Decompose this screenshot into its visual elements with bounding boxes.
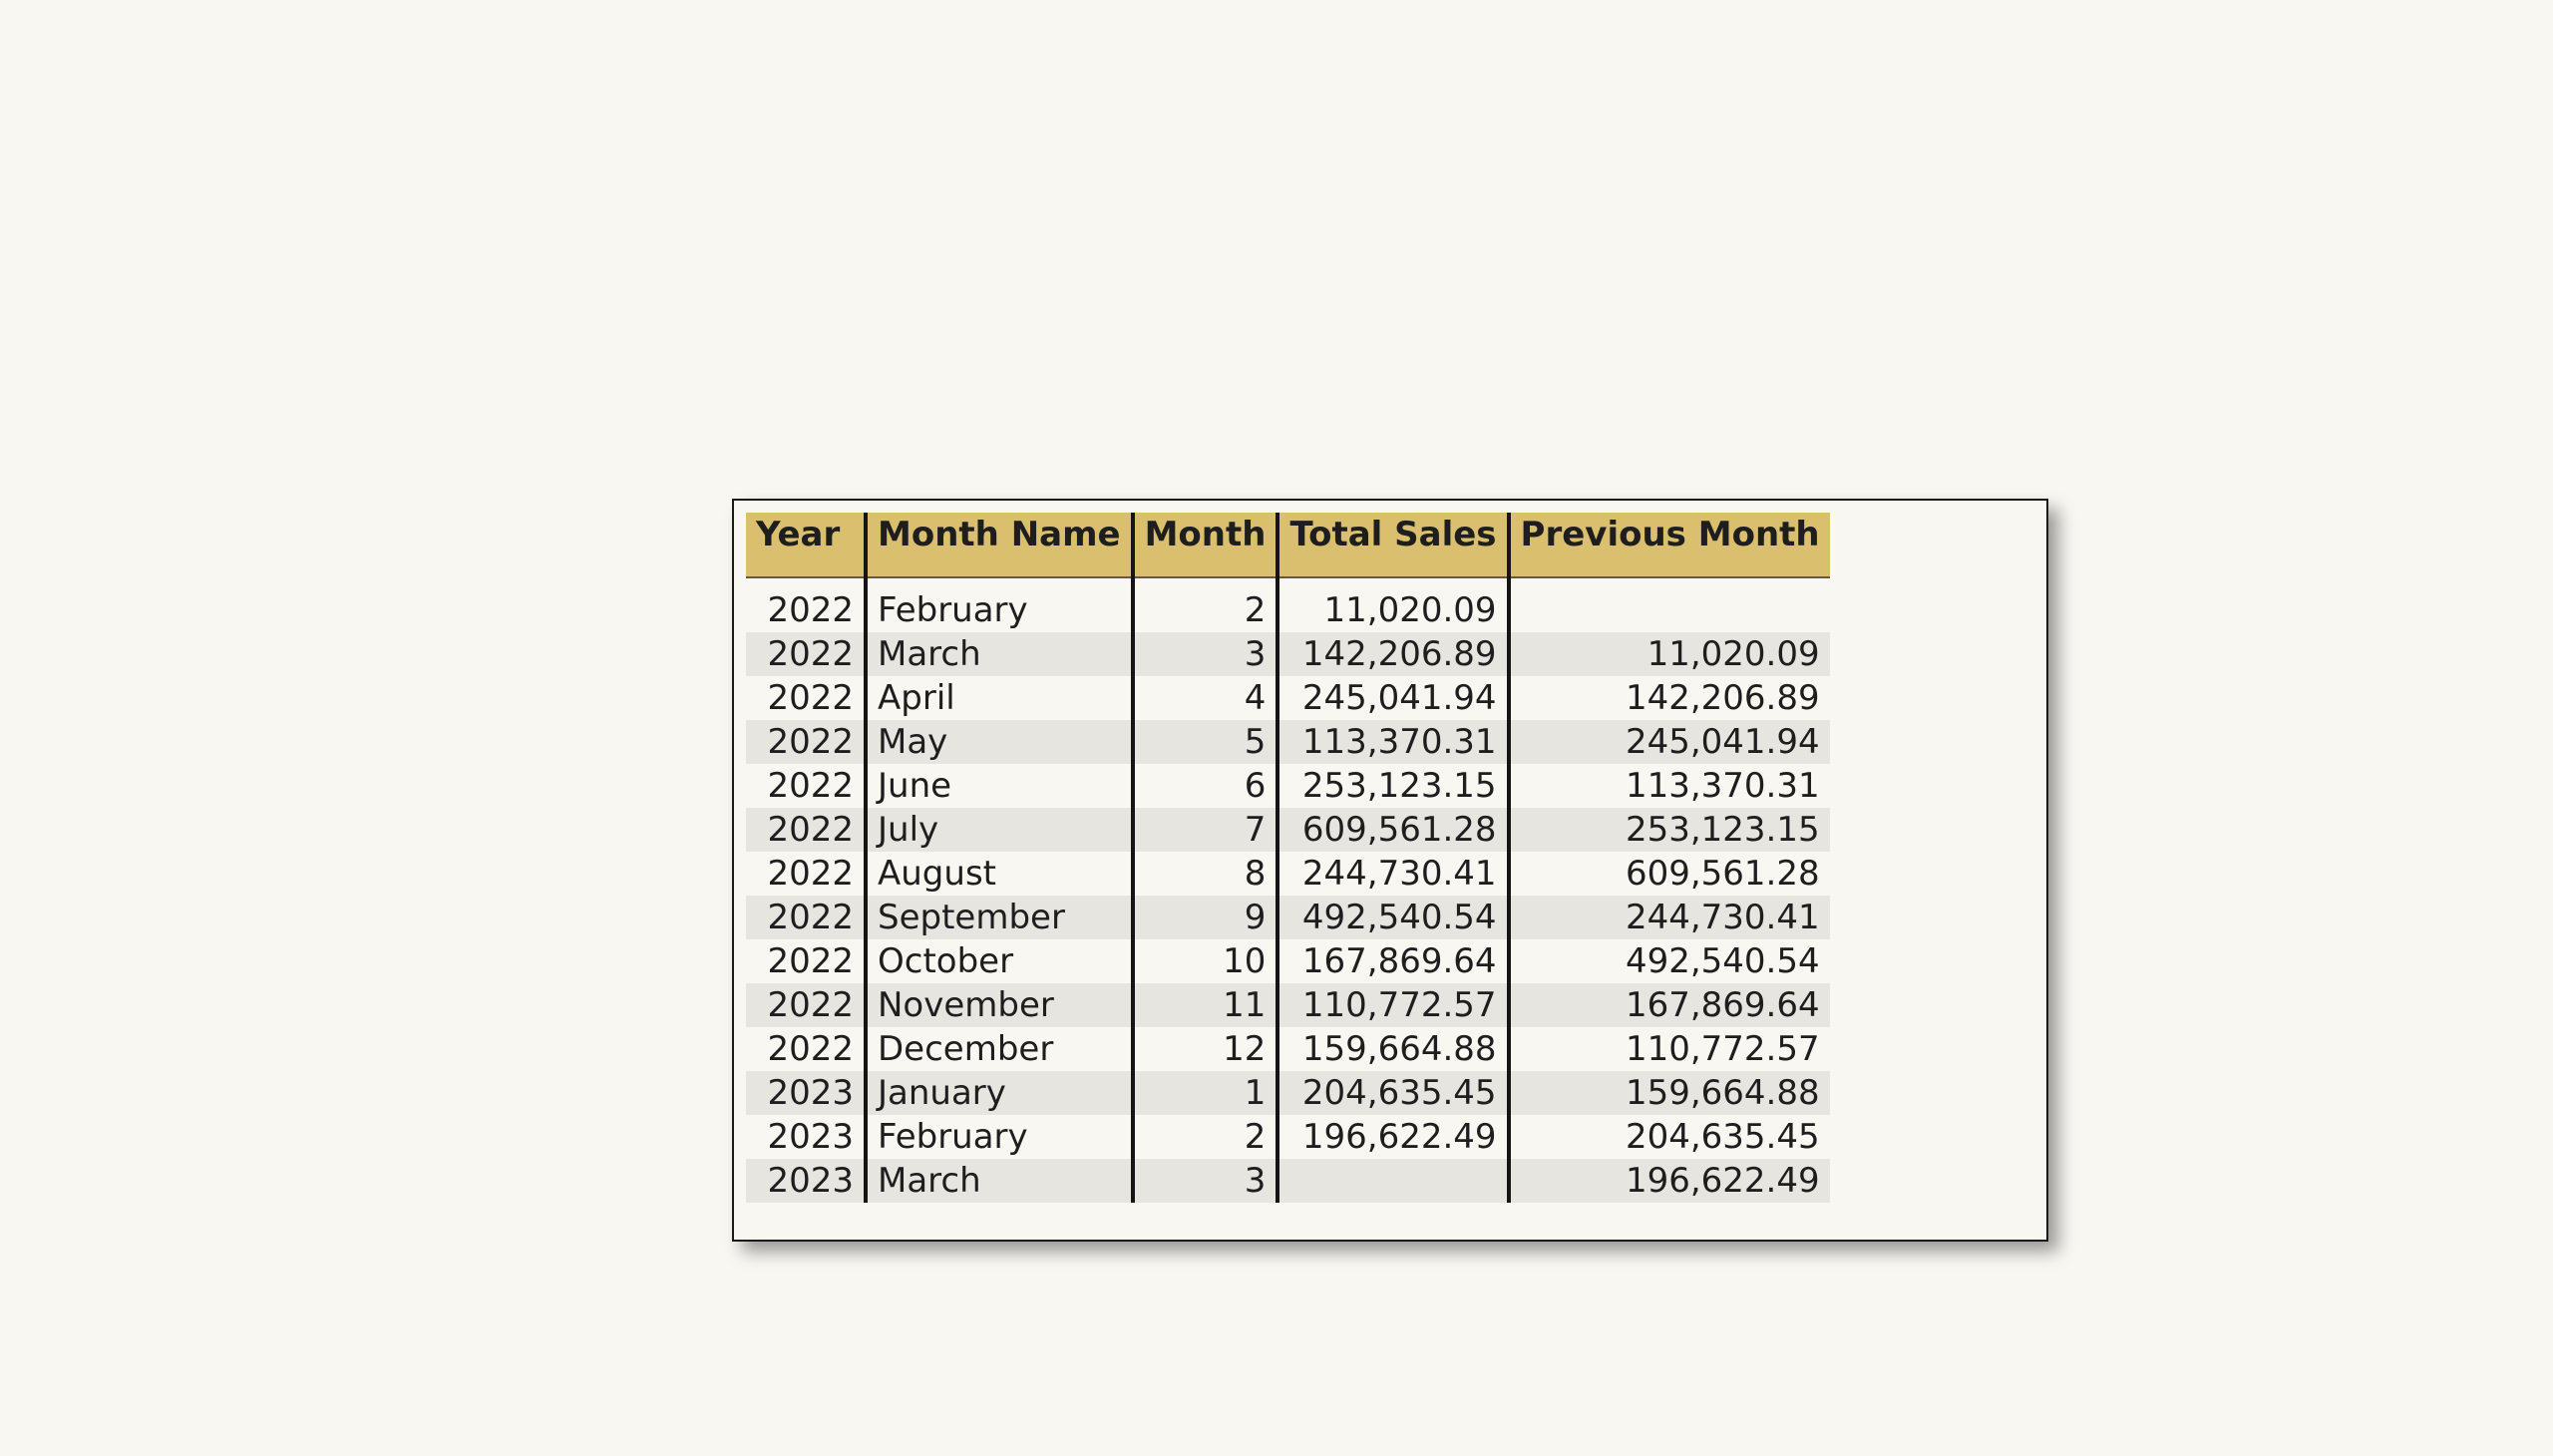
table-row[interactable]: 2022 September 9 492,540.54 244,730.41: [746, 896, 1830, 939]
table-row[interactable]: 2022 February 2 11,020.09: [746, 577, 1830, 632]
cell-total-sales: 113,370.31: [1277, 720, 1511, 764]
cell-total-sales: 110,772.57: [1277, 983, 1511, 1027]
cell-previous-month: 11,020.09: [1508, 632, 1830, 676]
header-previous-month[interactable]: Previous Month: [1508, 513, 1830, 578]
cell-previous-month: 110,772.57: [1508, 1027, 1830, 1071]
cell-month: 4: [1132, 676, 1280, 720]
cell-year: 2022: [746, 808, 868, 852]
cell-previous-month: 609,561.28: [1508, 852, 1830, 896]
cell-month: 6: [1132, 764, 1280, 808]
cell-previous-month: [1508, 577, 1830, 632]
cell-month: 10: [1132, 939, 1280, 983]
cell-year: 2023: [746, 1071, 868, 1115]
cell-month-name: October: [866, 939, 1135, 983]
cell-month: 12: [1132, 1027, 1280, 1071]
cell-previous-month: 492,540.54: [1508, 939, 1830, 983]
table-row[interactable]: 2023 February 2 196,622.49 204,635.45: [746, 1115, 1830, 1159]
table-header-row: Year Month Name Month Total Sales Previo…: [746, 513, 1830, 578]
cell-previous-month: 253,123.15: [1508, 808, 1830, 852]
table-row[interactable]: 2022 June 6 253,123.15 113,370.31: [746, 764, 1830, 808]
cell-month-name: July: [866, 808, 1135, 852]
cell-total-sales: 142,206.89: [1277, 632, 1511, 676]
table-row[interactable]: 2022 March 3 142,206.89 11,020.09: [746, 632, 1830, 676]
cell-year: 2022: [746, 577, 868, 632]
cell-previous-month: 159,664.88: [1508, 1071, 1830, 1115]
report-frame: Year Month Name Month Total Sales Previo…: [732, 499, 2048, 1242]
cell-year: 2022: [746, 632, 868, 676]
cell-month-name: September: [866, 896, 1135, 939]
cell-year: 2022: [746, 896, 868, 939]
cell-previous-month: 142,206.89: [1508, 676, 1830, 720]
cell-total-sales: 159,664.88: [1277, 1027, 1511, 1071]
header-year[interactable]: Year: [746, 513, 868, 578]
cell-total-sales: 204,635.45: [1277, 1071, 1511, 1115]
cell-month: 3: [1132, 1159, 1280, 1203]
cell-month: 2: [1132, 1115, 1280, 1159]
cell-month-name: November: [866, 983, 1135, 1027]
cell-month-name: May: [866, 720, 1135, 764]
cell-total-sales: [1277, 1159, 1511, 1203]
cell-month-name: April: [866, 676, 1135, 720]
cell-total-sales: 11,020.09: [1277, 577, 1511, 632]
cell-year: 2023: [746, 1115, 868, 1159]
cell-month-name: March: [866, 1159, 1135, 1203]
cell-previous-month: 113,370.31: [1508, 764, 1830, 808]
table-row[interactable]: 2022 August 8 244,730.41 609,561.28: [746, 852, 1830, 896]
cell-month-name: August: [866, 852, 1135, 896]
cell-month-name: June: [866, 764, 1135, 808]
cell-month: 8: [1132, 852, 1280, 896]
cell-previous-month: 245,041.94: [1508, 720, 1830, 764]
header-total-sales[interactable]: Total Sales: [1277, 513, 1511, 578]
cell-year: 2022: [746, 983, 868, 1027]
cell-month: 1: [1132, 1071, 1280, 1115]
cell-total-sales: 244,730.41: [1277, 852, 1511, 896]
cell-month: 11: [1132, 983, 1280, 1027]
cell-month-name: January: [866, 1071, 1135, 1115]
cell-previous-month: 196,622.49: [1508, 1159, 1830, 1203]
cell-month-name: December: [866, 1027, 1135, 1071]
table-row[interactable]: 2022 May 5 113,370.31 245,041.94: [746, 720, 1830, 764]
table-row[interactable]: 2022 December 12 159,664.88 110,772.57: [746, 1027, 1830, 1071]
cell-year: 2022: [746, 676, 868, 720]
table-row[interactable]: 2022 November 11 110,772.57 167,869.64: [746, 983, 1830, 1027]
table-row[interactable]: 2022 October 10 167,869.64 492,540.54: [746, 939, 1830, 983]
cell-month: 2: [1132, 577, 1280, 632]
cell-previous-month: 204,635.45: [1508, 1115, 1830, 1159]
cell-previous-month: 167,869.64: [1508, 983, 1830, 1027]
cell-previous-month: 244,730.41: [1508, 896, 1830, 939]
cell-year: 2022: [746, 939, 868, 983]
table-row[interactable]: 2023 March 3 196,622.49: [746, 1159, 1830, 1203]
table-row[interactable]: 2022 July 7 609,561.28 253,123.15: [746, 808, 1830, 852]
cell-year: 2022: [746, 1027, 868, 1071]
table-body: 2022 February 2 11,020.09 2022 March 3 142,206.…: [746, 577, 1830, 1203]
header-month-name[interactable]: Month Name: [866, 513, 1135, 578]
cell-month-name: February: [866, 1115, 1135, 1159]
header-month[interactable]: Month: [1132, 513, 1280, 578]
cell-year: 2022: [746, 720, 868, 764]
cell-month-name: March: [866, 632, 1135, 676]
cell-month-name: February: [866, 577, 1135, 632]
cell-year: 2022: [746, 852, 868, 896]
cell-total-sales: 167,869.64: [1277, 939, 1511, 983]
table-row[interactable]: 2023 January 1 204,635.45 159,664.88: [746, 1071, 1830, 1115]
cell-total-sales: 492,540.54: [1277, 896, 1511, 939]
cell-year: 2022: [746, 764, 868, 808]
cell-total-sales: 196,622.49: [1277, 1115, 1511, 1159]
cell-month: 5: [1132, 720, 1280, 764]
cell-total-sales: 609,561.28: [1277, 808, 1511, 852]
sales-table: Year Month Name Month Total Sales Previo…: [746, 513, 1830, 1203]
table-row[interactable]: 2022 April 4 245,041.94 142,206.89: [746, 676, 1830, 720]
cell-month: 3: [1132, 632, 1280, 676]
cell-total-sales: 245,041.94: [1277, 676, 1511, 720]
cell-month: 9: [1132, 896, 1280, 939]
cell-month: 7: [1132, 808, 1280, 852]
cell-year: 2023: [746, 1159, 868, 1203]
cell-total-sales: 253,123.15: [1277, 764, 1511, 808]
